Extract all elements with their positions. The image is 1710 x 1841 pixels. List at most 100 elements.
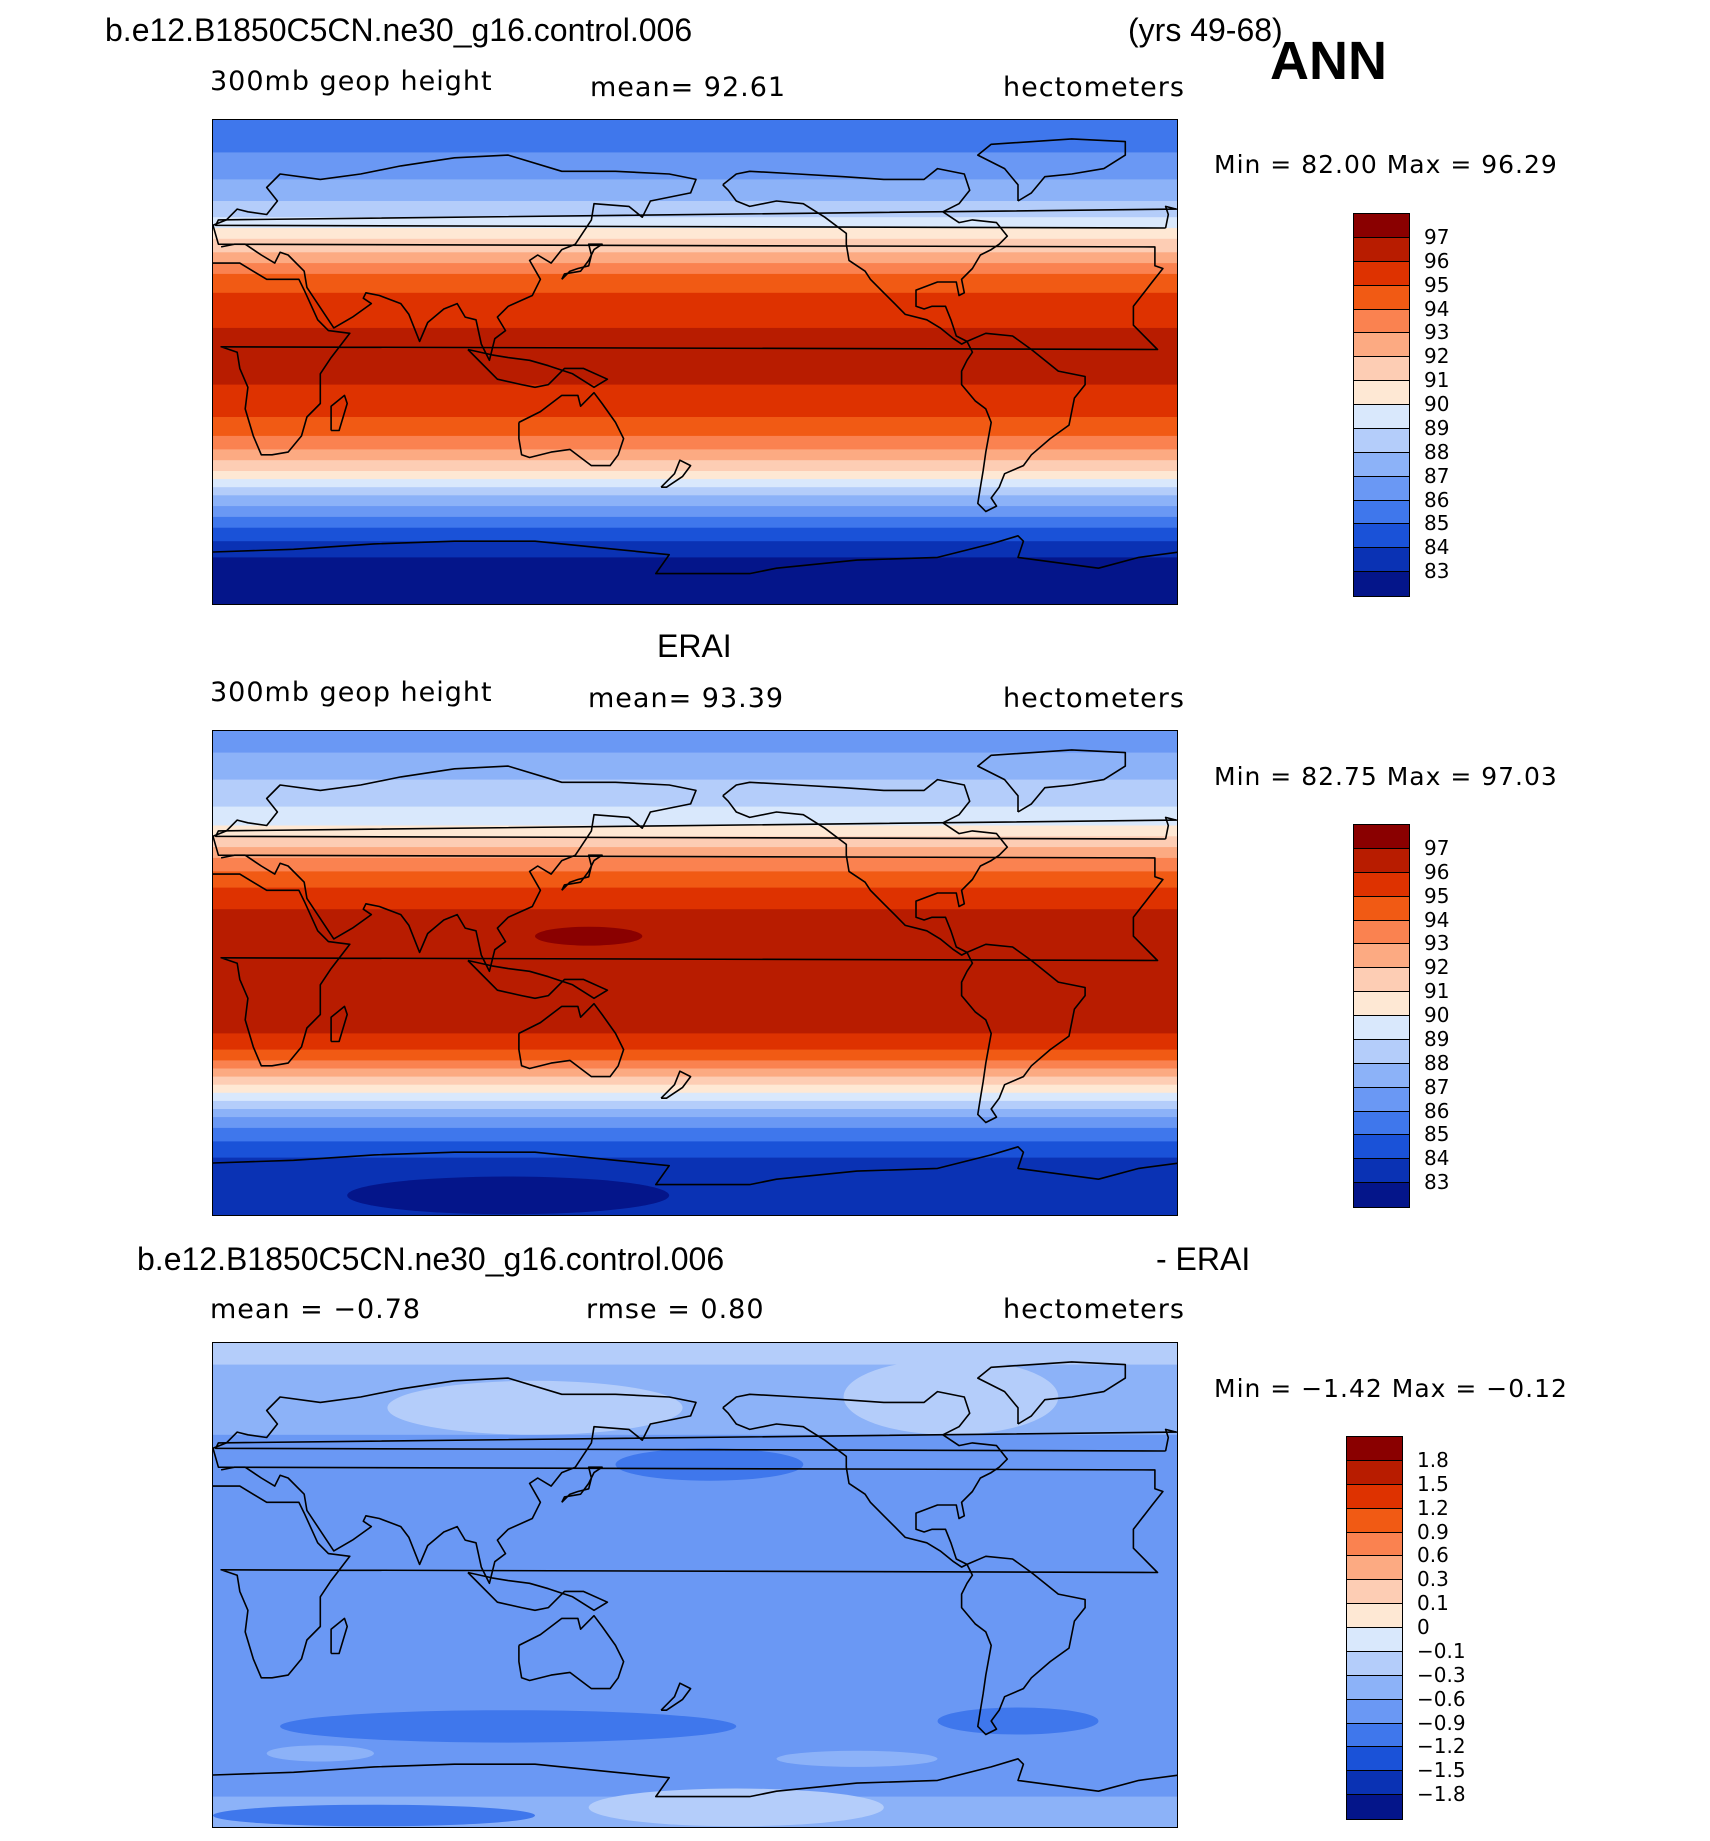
contour-region <box>347 1176 670 1215</box>
colorbar-swatch <box>1354 1111 1409 1136</box>
contour-band <box>213 1049 1177 1061</box>
colorbar-label: 87 <box>1424 463 1450 488</box>
colorbar-swatch <box>1354 1159 1409 1184</box>
colorbar-swatch <box>1354 214 1409 238</box>
panel1-colorbar <box>1353 213 1410 597</box>
contour-band <box>213 1157 1177 1215</box>
colorbar-swatch <box>1347 1484 1402 1509</box>
colorbar-label: 84 <box>1424 1146 1450 1171</box>
colorbar-label: 89 <box>1424 415 1450 440</box>
contour-band <box>213 228 1177 240</box>
colorbar-label: 97 <box>1424 224 1450 249</box>
colorbar-label: 92 <box>1424 344 1450 369</box>
colorbar-swatch <box>1354 992 1409 1016</box>
colorbar-swatch <box>1347 1437 1402 1461</box>
contour-band <box>213 201 1177 218</box>
colorbar-label: 89 <box>1424 1026 1450 1051</box>
colorbar-swatch <box>1347 1628 1402 1652</box>
panel3-title: - ERAI <box>1156 1241 1251 1277</box>
contour-band <box>213 273 1177 294</box>
contour-band <box>213 1033 1177 1051</box>
contour-band <box>213 495 1177 507</box>
contour-band <box>213 887 1177 910</box>
panel1-mean: mean= 92.61 <box>590 72 787 103</box>
contour-band <box>213 1084 1177 1094</box>
panel3-minmax: Min = −1.42 Max = −0.12 <box>1214 1374 1568 1403</box>
japan-coast <box>561 243 603 280</box>
colorbar-swatch <box>1354 872 1409 897</box>
britain-coast <box>214 816 1177 840</box>
eurasia-coast <box>213 1377 697 1585</box>
contour-band <box>213 836 1177 848</box>
contour-region <box>776 1750 938 1767</box>
colorbar-label: 92 <box>1424 955 1450 980</box>
panel3-rmse: rmse = 0.80 <box>586 1294 765 1325</box>
colorbar-label: 1.8 <box>1417 1447 1449 1472</box>
colorbar-label: 86 <box>1424 487 1450 512</box>
colorbar-swatch <box>1354 237 1409 262</box>
colorbar-swatch <box>1354 1039 1409 1064</box>
colorbar-label: 96 <box>1424 248 1450 273</box>
colorbar-swatch <box>1354 261 1409 286</box>
panel2-map-svg <box>213 731 1177 1215</box>
contour-band <box>213 179 1177 202</box>
colorbar-label: 83 <box>1424 559 1450 584</box>
contour-band <box>213 263 1177 275</box>
australia-coast <box>518 1002 625 1078</box>
colorbar-label: 1.5 <box>1417 1471 1449 1496</box>
panel2-map <box>212 730 1178 1216</box>
indonesia-coast <box>467 1571 609 1612</box>
colorbar-label: −1.5 <box>1417 1758 1466 1783</box>
colorbar-swatch <box>1347 1771 1402 1796</box>
antarctica-coast <box>213 534 1177 575</box>
colorbar-label: 0.6 <box>1417 1543 1449 1568</box>
colorbar-label: −1.2 <box>1417 1734 1466 1759</box>
colorbar-swatch <box>1354 1016 1409 1040</box>
panel2-mean: mean= 93.39 <box>588 683 785 714</box>
greenland-coast <box>976 1361 1127 1425</box>
colorbar-swatch <box>1347 1675 1402 1700</box>
colorbar-label: 93 <box>1424 320 1450 345</box>
contour-band <box>213 449 1177 461</box>
eurasia-coast <box>213 154 697 362</box>
colorbar-swatch <box>1354 524 1409 549</box>
panel3-units: hectometers <box>1003 1294 1185 1325</box>
colorbar-swatch <box>1347 1532 1402 1557</box>
madagascar-coast <box>330 394 348 432</box>
japan-coast <box>561 854 603 891</box>
colorbar-swatch <box>1354 452 1409 477</box>
panel3-colorbar <box>1346 1436 1403 1820</box>
colorbar-swatch <box>1354 848 1409 873</box>
contour-band <box>213 541 1177 558</box>
colorbar-label: 94 <box>1424 296 1450 321</box>
antarctica-coast <box>213 1757 1177 1798</box>
colorbar-swatch <box>1347 1795 1402 1819</box>
contour-region <box>937 1707 1099 1735</box>
colorbar-label: 88 <box>1424 1050 1450 1075</box>
madagascar-coast <box>330 1005 348 1043</box>
contour-region <box>266 1745 374 1762</box>
colorbar-swatch <box>1354 357 1409 382</box>
new-zealand-coast <box>660 1682 692 1712</box>
colorbar-swatch <box>1354 825 1409 849</box>
colorbar-label: 90 <box>1424 1003 1450 1027</box>
colorbar-label: 97 <box>1424 835 1450 860</box>
colorbar-swatch <box>1354 381 1409 405</box>
colorbar-swatch <box>1354 1063 1409 1088</box>
contour-band <box>213 384 1177 418</box>
contour-band <box>213 1092 1177 1102</box>
contour-band <box>213 1060 1177 1070</box>
eurasia-coast <box>213 765 697 973</box>
contour-band <box>213 417 1177 437</box>
contour-band <box>213 1434 1177 1798</box>
colorbar-label: −0.9 <box>1417 1710 1466 1735</box>
panel2-units: hectometers <box>1003 683 1185 714</box>
north-america-coast <box>722 1390 1009 1568</box>
colorbar-swatch <box>1354 896 1409 921</box>
south-america-coast <box>960 332 1086 513</box>
colorbar-swatch <box>1354 285 1409 310</box>
contour-band <box>213 435 1177 450</box>
indonesia-coast <box>467 348 609 389</box>
contour-band <box>213 527 1177 542</box>
colorbar-label: −0.3 <box>1417 1662 1466 1687</box>
